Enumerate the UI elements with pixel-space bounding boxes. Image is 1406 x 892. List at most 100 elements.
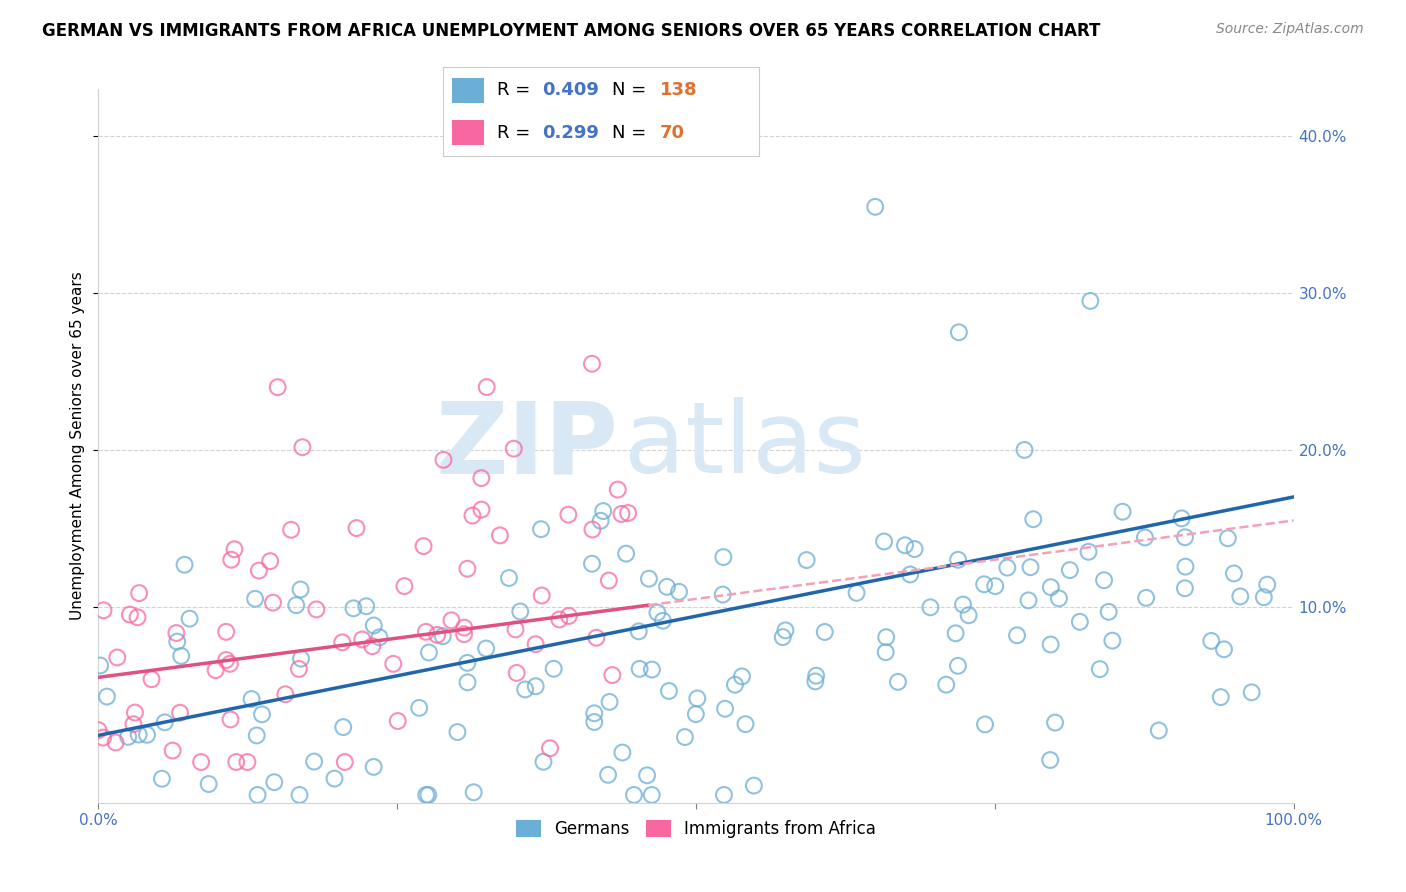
Point	[796, 553, 818, 567]
Point	[581, 357, 603, 371]
Point	[457, 675, 479, 690]
Point	[647, 606, 669, 620]
Text: 70: 70	[659, 124, 685, 142]
Point	[686, 691, 709, 706]
Point	[190, 755, 212, 769]
Point	[742, 779, 765, 793]
Point	[948, 326, 970, 340]
Point	[617, 506, 640, 520]
Point	[236, 755, 259, 769]
Point	[280, 523, 302, 537]
Point	[714, 702, 737, 716]
Point	[804, 669, 827, 683]
Point	[219, 657, 242, 671]
Point	[894, 538, 917, 552]
Point	[1080, 293, 1102, 308]
Point	[602, 668, 624, 682]
Point	[1022, 512, 1045, 526]
Point	[538, 741, 561, 756]
Point	[305, 602, 328, 616]
Point	[93, 603, 115, 617]
Point	[461, 508, 484, 523]
Point	[583, 714, 606, 729]
Point	[1170, 511, 1192, 525]
Point	[173, 558, 195, 572]
Point	[581, 523, 603, 537]
Point	[627, 624, 650, 639]
Point	[524, 679, 547, 693]
Point	[204, 663, 226, 677]
Point	[247, 564, 270, 578]
Text: R =: R =	[496, 81, 536, 99]
Point	[589, 514, 612, 528]
Point	[543, 662, 565, 676]
Point	[262, 596, 284, 610]
Point	[352, 632, 374, 647]
Point	[505, 623, 527, 637]
Point	[290, 582, 312, 597]
Point	[412, 539, 434, 553]
Point	[285, 598, 308, 612]
Point	[946, 658, 969, 673]
Point	[291, 440, 314, 454]
Point	[668, 584, 690, 599]
Point	[118, 607, 141, 622]
Point	[598, 574, 620, 588]
Point	[415, 788, 437, 802]
Point	[153, 715, 176, 730]
Point	[614, 547, 637, 561]
Point	[246, 788, 269, 802]
Point	[225, 755, 247, 769]
Point	[170, 648, 193, 663]
Point	[475, 641, 498, 656]
Point	[128, 586, 150, 600]
Point	[515, 682, 537, 697]
Point	[957, 608, 980, 623]
Point	[363, 760, 385, 774]
Point	[456, 562, 478, 576]
Point	[1174, 581, 1197, 595]
Point	[122, 717, 145, 731]
Point	[219, 713, 242, 727]
Point	[1111, 505, 1133, 519]
Point	[581, 557, 603, 571]
Point	[432, 452, 454, 467]
Point	[1135, 591, 1157, 605]
Point	[1256, 577, 1278, 591]
Point	[903, 542, 925, 557]
Point	[432, 629, 454, 643]
Point	[426, 628, 449, 642]
Point	[215, 653, 238, 667]
Point	[865, 200, 887, 214]
Point	[290, 651, 312, 665]
Y-axis label: Unemployment Among Seniors over 65 years: Unemployment Among Seniors over 65 years	[70, 272, 86, 620]
Point	[1017, 593, 1039, 607]
Point	[592, 504, 614, 518]
Point	[274, 687, 297, 701]
Point	[368, 630, 391, 644]
Point	[585, 631, 607, 645]
Point	[96, 690, 118, 704]
Point	[898, 567, 921, 582]
Point	[1019, 560, 1042, 574]
Point	[558, 609, 581, 624]
Point	[1039, 638, 1062, 652]
Point	[711, 588, 734, 602]
Point	[1147, 723, 1170, 738]
Text: GERMAN VS IMMIGRANTS FROM AFRICA UNEMPLOYMENT AMONG SENIORS OVER 65 YEARS CORREL: GERMAN VS IMMIGRANTS FROM AFRICA UNEMPLO…	[42, 22, 1101, 40]
Point	[453, 627, 475, 641]
Point	[1213, 642, 1236, 657]
Point	[89, 658, 111, 673]
Point	[995, 560, 1018, 574]
Point	[215, 624, 238, 639]
Point	[530, 522, 553, 536]
Point	[489, 528, 512, 542]
Point	[887, 674, 910, 689]
Point	[446, 725, 468, 739]
Point	[1069, 615, 1091, 629]
Point	[1101, 633, 1123, 648]
Point	[382, 657, 405, 671]
Point	[418, 646, 440, 660]
Point	[1229, 590, 1251, 604]
Point	[1216, 531, 1239, 545]
